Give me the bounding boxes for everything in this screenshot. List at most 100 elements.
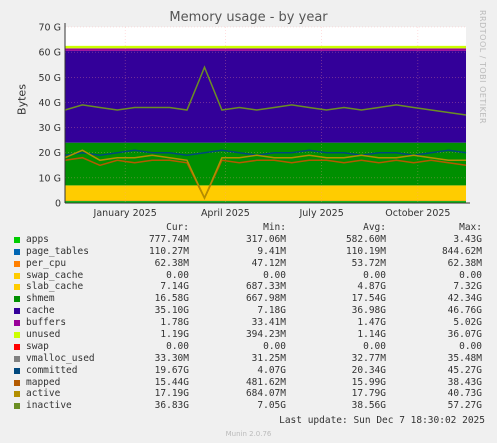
x-tick-label: April 2025	[201, 208, 250, 219]
legend-row-buffers: buffers 1.78G 33.41M 1.47G 5.02G	[14, 317, 484, 329]
y-tick-label: 10 G	[39, 173, 61, 184]
legend-swatch	[14, 296, 20, 303]
legend-row-active: active 17.19G 684.07M 17.79G 40.73G	[14, 388, 484, 400]
legend-min: 31.25M	[251, 352, 286, 364]
band-per_cpu	[65, 200, 466, 202]
legend-row-swap: swap 0.00 0.00 0.00 0.00	[14, 341, 484, 353]
legend-min: 684.07M	[245, 388, 286, 400]
band-unused	[65, 45, 466, 49]
legend-avg: 36.98G	[351, 305, 386, 317]
legend-row-inactive: inactive 36.83G 7.05G 38.56G 57.27G	[14, 400, 484, 412]
legend-cur: 777.74M	[148, 233, 189, 245]
legend-cur: 62.38M	[154, 257, 189, 269]
line-committed	[64, 149, 467, 156]
legend-avg: 17.79G	[351, 388, 386, 400]
legend-max: 57.27G	[447, 400, 482, 412]
col-min-header: Min:	[263, 222, 286, 233]
legend-row-unused: unused 1.19G 394.23M 1.14G 36.07G	[14, 329, 484, 341]
legend-name: mapped	[26, 376, 61, 388]
legend-max: 844.62M	[441, 245, 482, 257]
legend-max: 45.27G	[447, 364, 482, 376]
legend-swatch	[14, 367, 20, 374]
y-tick-label: 0	[55, 199, 61, 210]
legend-cur: 0.00	[166, 269, 189, 281]
legend-name: swap	[26, 340, 49, 352]
last-update: Last update: Sun Dec 7 18:30:02 2025	[279, 415, 485, 426]
legend-max: 38.43G	[447, 376, 482, 388]
legend-cur: 36.83G	[154, 400, 189, 412]
rrdtool-credit: RRDTOOL / TOBI OETIKER	[478, 10, 487, 125]
y-tick-label: 50 G	[39, 73, 61, 84]
legend-min: 7.05G	[257, 400, 286, 412]
legend-avg: 17.54G	[351, 293, 386, 305]
legend-name: unused	[26, 329, 61, 341]
legend-name: inactive	[26, 400, 72, 412]
legend-swatch	[14, 272, 20, 279]
legend-min: 4.07G	[257, 364, 286, 376]
legend-swatch	[14, 403, 20, 410]
legend-swatch	[14, 355, 20, 362]
legend-row-mapped: mapped 15.44G 481.62M 15.99G 38.43G	[14, 377, 484, 389]
legend-avg: 110.19M	[345, 245, 386, 257]
legend-row-slab_cache: slab_cache 7.14G 687.33M 4.87G 7.32G	[14, 281, 484, 293]
legend-swatch	[14, 236, 20, 243]
legend-min: 7.18G	[257, 305, 286, 317]
y-tick-label: 40 G	[39, 98, 61, 109]
legend-min: 47.12M	[251, 257, 286, 269]
legend-max: 62.38M	[447, 257, 482, 269]
legend-avg: 53.72M	[351, 257, 386, 269]
legend-name: shmem	[26, 293, 55, 305]
legend-name: slab_cache	[26, 281, 84, 293]
legend-header: Cur: Min: Avg: Max:	[14, 222, 484, 234]
legend-max: 3.43G	[453, 233, 482, 245]
legend-max: 0.00	[459, 269, 482, 281]
legend-cur: 110.27M	[148, 245, 189, 257]
x-tick-label: July 2025	[298, 208, 343, 219]
legend-max: 46.76G	[447, 305, 482, 317]
legend-avg: 4.87G	[357, 281, 386, 293]
col-max-header: Max:	[459, 222, 482, 233]
legend-row-page_tables: page_tables 110.27M 9.41M 110.19M 844.62M	[14, 246, 484, 258]
line-mapped	[64, 156, 467, 200]
legend-avg: 582.60M	[345, 233, 386, 245]
legend-min: 481.62M	[245, 376, 286, 388]
legend-avg: 32.77M	[351, 352, 386, 364]
legend-avg: 38.56G	[351, 400, 386, 412]
legend-cur: 15.44G	[154, 376, 189, 388]
legend-name: per_cpu	[26, 257, 67, 269]
legend-swatch	[14, 320, 20, 327]
legend-min: 667.98M	[245, 293, 286, 305]
munin-version: Munin 2.0.76	[225, 430, 272, 438]
legend-max: 35.48M	[447, 352, 482, 364]
band-buffers	[65, 48, 466, 51]
legend-name: active	[26, 388, 61, 400]
legend-row-swap_cache: swap_cache 0.00 0.00 0.00 0.00	[14, 270, 484, 282]
legend-swatch	[14, 248, 20, 255]
legend-min: 317.06M	[245, 233, 286, 245]
y-tick-label: 70 G	[39, 23, 61, 34]
legend-cur: 17.19G	[154, 388, 189, 400]
legend-swatch	[14, 284, 20, 291]
chart-plot: 0 10 G 20 G 30 G 40 G 50 G 60 G 70 G January 202…	[39, 23, 470, 219]
legend-min: 33.41M	[251, 317, 286, 329]
legend-min: 0.00	[263, 340, 286, 352]
legend-name: vmalloc_used	[26, 352, 95, 364]
legend-cur: 1.19G	[160, 329, 189, 341]
legend-name: committed	[26, 364, 78, 376]
legend-min: 0.00	[263, 269, 286, 281]
legend-avg: 1.14G	[357, 329, 386, 341]
legend-swatch	[14, 391, 20, 398]
y-tick-label: 20 G	[39, 148, 61, 159]
legend-name: buffers	[26, 317, 67, 329]
legend-cur: 0.00	[166, 340, 189, 352]
legend-max: 36.07G	[447, 329, 482, 341]
line-active	[64, 149, 466, 200]
col-avg-header: Avg:	[363, 222, 386, 233]
legend-max: 7.32G	[453, 281, 482, 293]
legend-row-per_cpu: per_cpu 62.38M 47.12M 53.72M 62.38M	[14, 258, 484, 270]
legend-swatch	[14, 343, 20, 350]
legend-name: cache	[26, 305, 55, 317]
legend-cur: 16.58G	[154, 293, 189, 305]
x-tick-label: January 2025	[93, 208, 157, 219]
line-inactive	[64, 65, 467, 116]
